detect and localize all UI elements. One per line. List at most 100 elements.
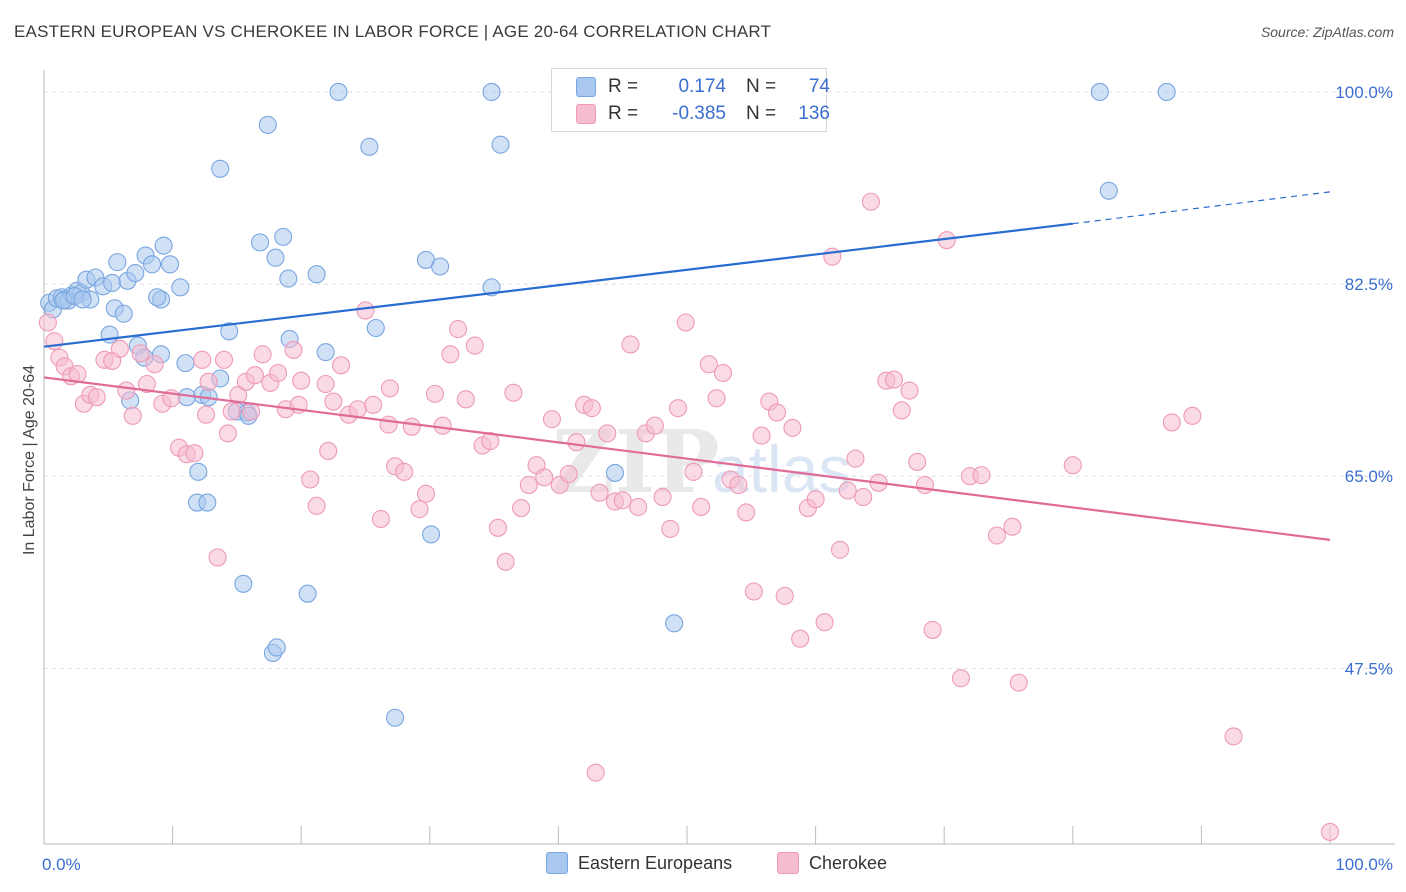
- correlation-legend: R = 0.174 N = 74 R = -0.385 N = 136: [551, 68, 830, 132]
- data-point: [512, 499, 531, 518]
- data-point: [645, 416, 664, 435]
- data-point: [110, 339, 129, 358]
- data-point: [269, 363, 288, 383]
- data-point: [629, 497, 648, 517]
- data-point: [661, 519, 680, 538]
- data-point: [316, 343, 335, 362]
- data-point: [145, 355, 164, 374]
- watermark-text: ZIP: [552, 412, 720, 513]
- data-point: [307, 265, 326, 284]
- data-point: [267, 638, 286, 657]
- data-point: [307, 496, 326, 515]
- data-point: [752, 426, 771, 445]
- legend-r-label: R =: [608, 76, 639, 97]
- data-point: [425, 384, 444, 403]
- data-point: [692, 497, 711, 517]
- x-tick-label: 0.0%: [42, 855, 81, 874]
- data-point: [266, 248, 285, 267]
- data-point: [193, 350, 212, 369]
- data-point: [838, 481, 857, 500]
- data-point: [298, 584, 317, 603]
- data-point: [234, 574, 253, 593]
- data-point: [582, 399, 601, 418]
- trend-line-cherokee: [43, 376, 1331, 541]
- data-point: [332, 356, 351, 375]
- data-point: [806, 490, 825, 509]
- trend-lines: [43, 191, 1331, 541]
- y-tick-label: 47.5%: [1345, 659, 1393, 678]
- data-point: [258, 115, 277, 134]
- legend-r-value: 0.174: [678, 76, 726, 97]
- data-point: [366, 318, 385, 338]
- data-point: [431, 257, 450, 276]
- data-point: [154, 236, 173, 255]
- data-point: [117, 381, 136, 400]
- data-point: [729, 475, 748, 495]
- legend-swatch-pink: [777, 852, 799, 874]
- data-point: [176, 354, 195, 373]
- data-point: [699, 355, 718, 374]
- data-point: [590, 483, 609, 502]
- data-point: [519, 475, 538, 495]
- data-point: [380, 379, 399, 398]
- data-point: [488, 518, 508, 537]
- data-point: [220, 322, 239, 341]
- data-point: [108, 253, 127, 272]
- data-point: [621, 335, 640, 354]
- data-point: [160, 255, 180, 274]
- data-point: [923, 620, 942, 639]
- data-point: [441, 345, 460, 364]
- data-point: [171, 278, 190, 297]
- data-point: [559, 464, 578, 484]
- data-point: [38, 313, 57, 332]
- data-point: [185, 444, 204, 463]
- data-point: [908, 452, 927, 471]
- data-point: [1157, 82, 1176, 102]
- data-point: [214, 350, 234, 369]
- data-point: [542, 410, 562, 429]
- data-point: [196, 405, 216, 424]
- data-point: [535, 468, 554, 487]
- data-point: [114, 304, 133, 323]
- data-point: [301, 470, 320, 489]
- data-point: [567, 433, 586, 452]
- data-point: [371, 509, 390, 529]
- data-point: [274, 227, 293, 246]
- legend-item-eastern-europeans: Eastern Europeans: [546, 852, 732, 874]
- legend-swatch-blue: [576, 77, 596, 97]
- data-point: [198, 493, 217, 512]
- legend-row-cherokee: R = -0.385 N = 136: [576, 102, 830, 126]
- data-point: [279, 269, 298, 288]
- data-point: [189, 462, 208, 481]
- data-point: [1090, 82, 1109, 102]
- data-point: [211, 159, 230, 178]
- data-point: [199, 372, 218, 391]
- legend-n-value: 74: [808, 76, 830, 97]
- data-point: [292, 371, 311, 390]
- data-point: [422, 525, 441, 544]
- data-point: [665, 614, 684, 633]
- x-tick-label: 100.0%: [1335, 855, 1393, 874]
- data-point: [364, 395, 383, 414]
- legend-row-eastern-europeans: R = 0.174 N = 74: [576, 75, 830, 99]
- data-point: [668, 399, 688, 418]
- data-point: [284, 340, 303, 360]
- data-point: [815, 613, 834, 632]
- data-point: [1320, 822, 1340, 841]
- series-legend: Eastern Europeans Cherokee: [0, 852, 1406, 876]
- data-point: [402, 417, 421, 436]
- data-point: [1063, 456, 1082, 475]
- y-tick-label: 100.0%: [1335, 83, 1393, 102]
- source-label: Source: ZipAtlas.com: [1260, 24, 1394, 40]
- data-point: [481, 432, 500, 451]
- data-point: [103, 273, 122, 293]
- data-point: [1009, 673, 1028, 692]
- data-point: [1003, 517, 1022, 536]
- data-point: [137, 374, 156, 394]
- data-point: [465, 336, 484, 355]
- data-point: [316, 374, 335, 394]
- data-point: [775, 586, 794, 605]
- legend-n-label: N =: [746, 76, 777, 97]
- series-eastern-europeans: [40, 82, 1176, 727]
